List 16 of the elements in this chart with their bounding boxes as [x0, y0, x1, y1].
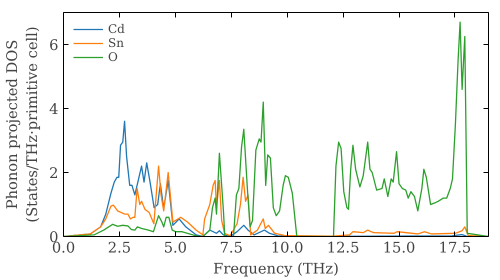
x-tick-label: 17.5: [438, 240, 472, 256]
x-tick-label: 15.0: [382, 240, 416, 256]
legend-label: Sn: [108, 36, 125, 50]
x-tick-label: 2.5: [108, 240, 132, 256]
legend-label: Cd: [108, 22, 126, 36]
x-tick-label: 10.0: [270, 240, 304, 256]
x-tick-label: 12.5: [326, 240, 360, 256]
y-tick-label: 4: [49, 101, 59, 118]
x-tick-label: 5.0: [164, 240, 187, 256]
x-axis-title: Frequency (THz): [213, 260, 339, 278]
line-series: [64, 21, 488, 236]
y-tick-label: 2: [49, 165, 59, 182]
x-tick-label: 7.5: [220, 240, 243, 256]
y-axis-title: Phonon projected DOS (States/THz·primitive cell): [4, 26, 42, 223]
y-tick-label: 6: [49, 37, 59, 54]
legend-label: O: [108, 50, 119, 64]
